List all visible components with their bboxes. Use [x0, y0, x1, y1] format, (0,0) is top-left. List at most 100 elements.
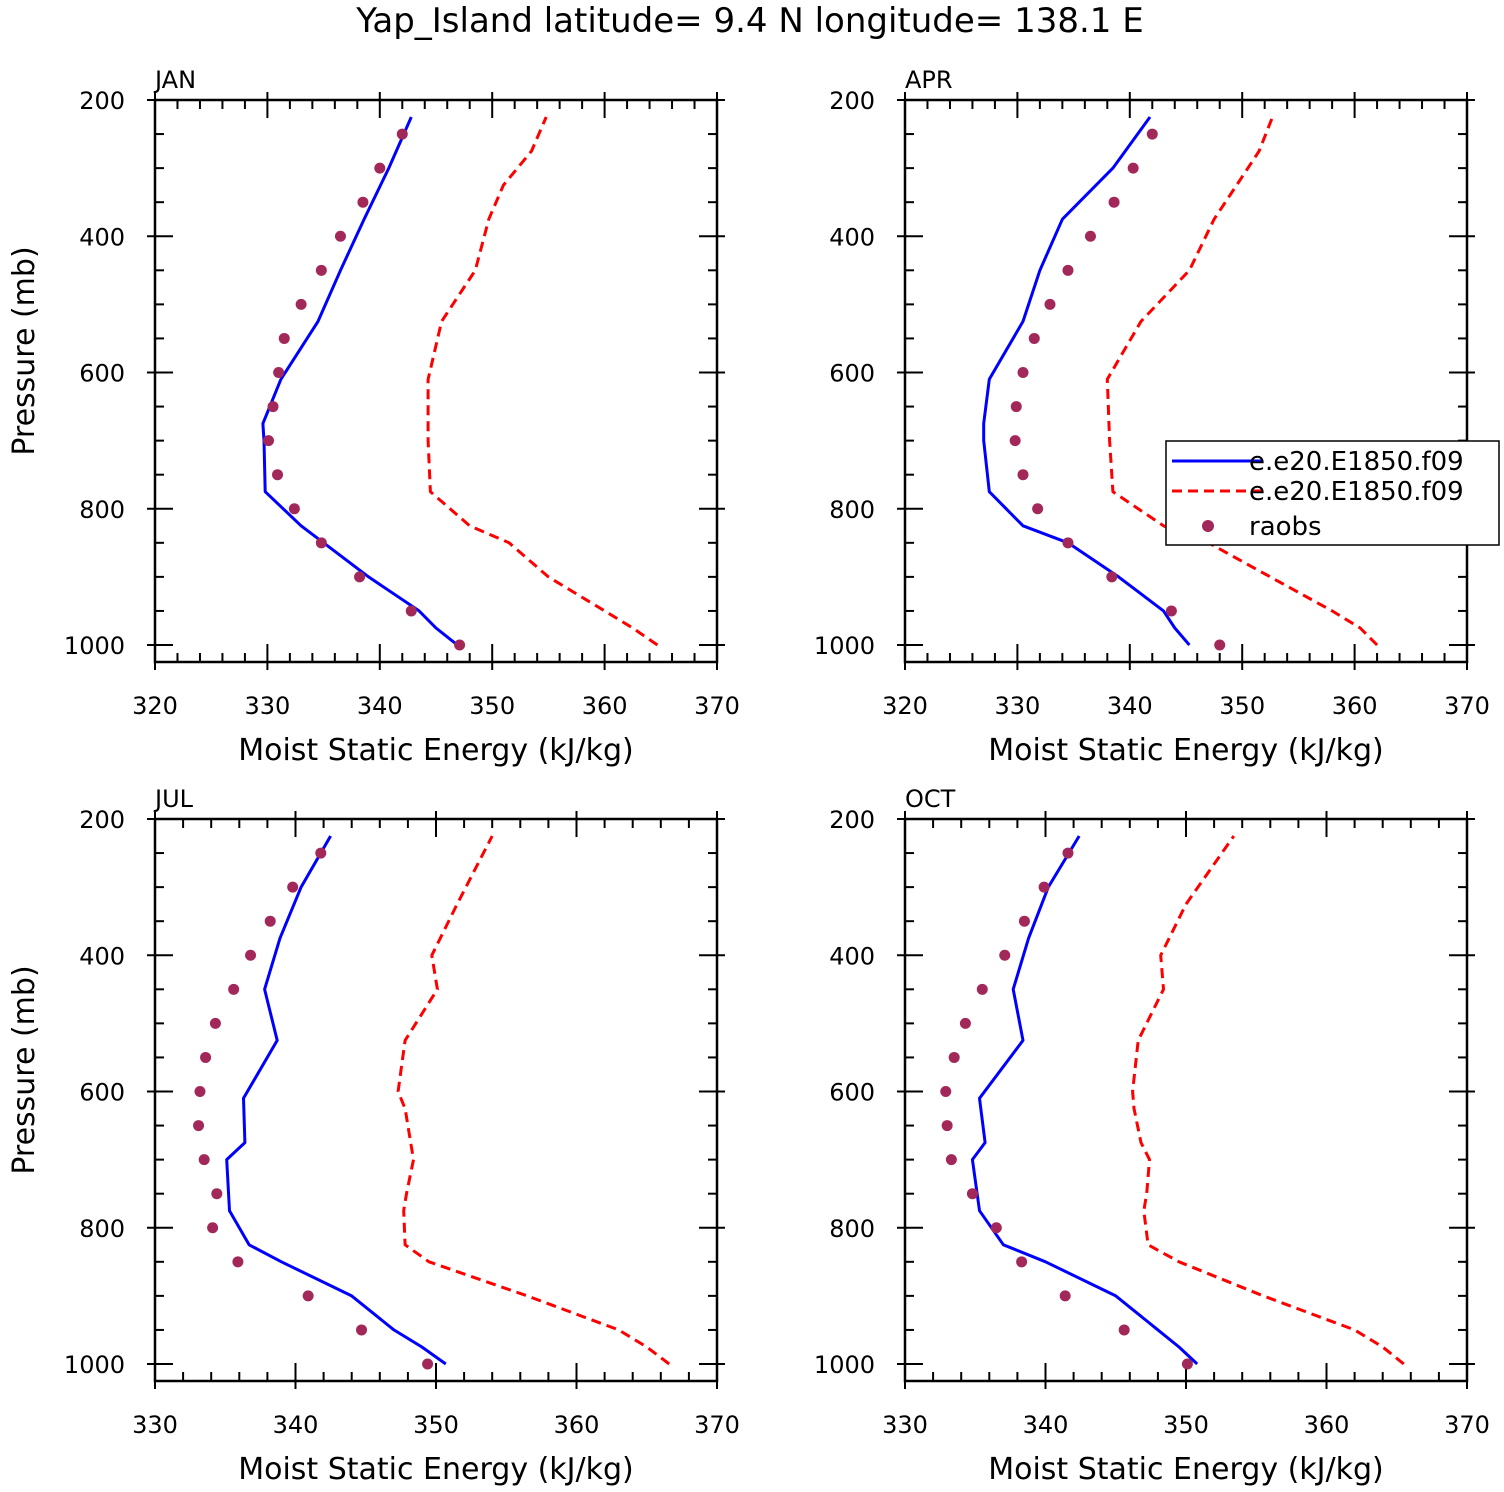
data-point: [990, 1222, 1002, 1234]
y-tick-label: 1000: [814, 1351, 875, 1379]
data-point: [396, 128, 408, 140]
series-line-dashed: [396, 835, 671, 1366]
data-point: [1062, 264, 1074, 276]
series-line-dashed: [1131, 835, 1405, 1366]
series-line-dashed: [426, 116, 659, 647]
data-point: [1106, 571, 1118, 583]
data-point: [999, 949, 1011, 961]
data-point: [1084, 230, 1096, 242]
data-point: [272, 469, 284, 481]
series-raobs: [940, 847, 1193, 1370]
chart-panel-apr: APR 200 400 600 800 1000 320 330 340 350 360 370 Moi…: [814, 66, 1500, 768]
data-point: [356, 1324, 368, 1336]
x-tick-label: 330: [244, 692, 290, 720]
data-point: [1010, 401, 1022, 413]
chart-panel-jul: JUL 200 400 600 800 1000 330 340 350 360 370 Moist …: [7, 785, 740, 1487]
data-point: [948, 1051, 960, 1063]
x-tick-label: 360: [1332, 692, 1378, 720]
data-point: [278, 332, 290, 344]
chart-panel-oct: OCT 200 400 600 800 1000 330 340 350 360 370 Moist …: [814, 785, 1490, 1487]
y-tick-label: 600: [79, 1079, 125, 1107]
plot-frame: [903, 98, 1469, 664]
data-point: [228, 983, 240, 995]
x-axis-label: Moist Static Energy (kJ/kg): [238, 733, 634, 768]
data-point: [966, 1188, 978, 1200]
y-tick-label: 800: [79, 496, 125, 524]
data-point: [454, 639, 466, 651]
x-tick-label: 350: [1219, 692, 1265, 720]
legend-label: e.e20.E1850.f09: [1249, 477, 1464, 507]
data-point: [193, 1120, 205, 1132]
y-tick-label: 1000: [814, 632, 875, 660]
x-tick-label: 340: [273, 1411, 319, 1439]
x-tick-label: 330: [994, 692, 1040, 720]
data-point: [959, 1017, 971, 1029]
x-tick-label: 360: [554, 1411, 600, 1439]
series-raobs: [263, 128, 466, 651]
x-tick-label: 350: [469, 692, 515, 720]
data-point: [1062, 537, 1074, 549]
series-line-solid: [970, 835, 1199, 1366]
plot-frame: [153, 98, 719, 664]
x-tick-label: 340: [1107, 692, 1153, 720]
data-point: [1017, 469, 1029, 481]
legend-box: [1165, 440, 1500, 546]
x-tick-label: 340: [357, 692, 403, 720]
x-tick-label: 360: [582, 692, 628, 720]
data-point: [1127, 162, 1139, 174]
series-line-solid: [225, 835, 447, 1366]
legend-label: e.e20.E1850.f09: [1249, 447, 1464, 477]
series-line-dashed: [1105, 116, 1379, 647]
data-point: [200, 1051, 212, 1063]
x-tick-label: 330: [132, 1411, 178, 1439]
data-point: [405, 605, 417, 617]
x-tick-label: 370: [694, 1411, 740, 1439]
series-raobs: [193, 847, 434, 1370]
data-point: [211, 1188, 223, 1200]
data-point: [287, 881, 299, 893]
panels: JAN 200 400 600 800 1000 320 330 340 350 360 370 Moi…: [7, 66, 1500, 1487]
data-point: [1009, 435, 1021, 447]
y-axis-label: Pressure (mb): [7, 246, 42, 455]
data-point: [1038, 881, 1050, 893]
y-tick-label: 1000: [64, 632, 125, 660]
x-tick-label: 370: [1444, 1411, 1490, 1439]
data-point: [422, 1358, 434, 1370]
y-tick-label: 400: [79, 223, 125, 251]
x-axis-label: Moist Static Energy (kJ/kg): [988, 1452, 1384, 1487]
data-point: [209, 1017, 221, 1029]
x-axis-label: Moist Static Energy (kJ/kg): [988, 733, 1384, 768]
x-axis-label: Moist Static Energy (kJ/kg): [238, 1452, 634, 1487]
x-tick-label: 350: [1163, 1411, 1209, 1439]
x-tick-label: 370: [694, 692, 740, 720]
y-tick-label: 800: [79, 1215, 125, 1243]
data-point: [1032, 503, 1044, 515]
chart-panel-jan: JAN 200 400 600 800 1000 320 330 340 350 360 370 Moi…: [7, 66, 740, 768]
y-tick-label: 800: [829, 496, 875, 524]
x-tick-label: 360: [1304, 1411, 1350, 1439]
y-tick-label: 400: [79, 942, 125, 970]
x-tick-label: 330: [882, 1411, 928, 1439]
y-tick-label: 200: [829, 87, 875, 115]
legend-label: raobs: [1249, 512, 1322, 542]
data-point: [295, 298, 307, 310]
y-axis-label: Pressure (mb): [7, 965, 42, 1174]
y-tick-label: 200: [79, 87, 125, 115]
panel-title: OCT: [905, 785, 956, 813]
data-point: [354, 571, 366, 583]
data-point: [976, 983, 988, 995]
data-point: [1028, 332, 1040, 344]
y-tick-label: 400: [829, 223, 875, 251]
data-point: [1059, 1290, 1071, 1302]
data-point: [267, 401, 279, 413]
y-tick-label: 800: [829, 1215, 875, 1243]
data-point: [940, 1086, 952, 1097]
x-tick-label: 340: [1023, 1411, 1069, 1439]
data-point: [1181, 1358, 1193, 1370]
data-point: [1108, 196, 1120, 208]
y-tick-label: 200: [79, 806, 125, 834]
data-point: [945, 1154, 957, 1166]
data-point: [302, 1290, 314, 1302]
